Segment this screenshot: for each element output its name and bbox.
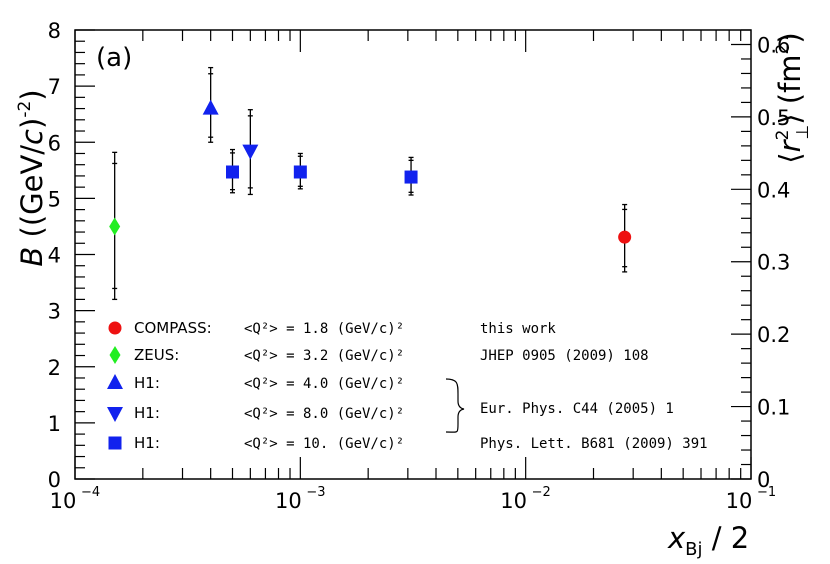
legend-q2: <Q²> = 3.2 (GeV/c)² <box>244 348 404 364</box>
y2-tick-label: 0.5 <box>757 106 790 130</box>
legend-marker-triangle-up <box>107 374 123 389</box>
x-axis-title-sub: Bj <box>685 539 702 560</box>
legend-marker-diamond <box>109 346 121 364</box>
y2-tick-label: 0.4 <box>757 178 790 202</box>
y-tick-label: 8 <box>48 19 61 43</box>
y-axis-title-close: ) <box>15 89 49 100</box>
x-tick-label: 10 <box>500 489 527 513</box>
y2-tick-label: 0.6 <box>757 33 790 57</box>
x-tick-label-exponent: −4 <box>81 485 100 500</box>
data-point-triangle-down <box>242 144 259 160</box>
y2-tick-label: 0.2 <box>757 323 790 347</box>
y-tick-label: 3 <box>48 300 61 324</box>
y2-tick-label: 0 <box>757 468 770 492</box>
y2-axis-title-end: ) <box>773 32 807 43</box>
legend-q2: <Q²> = 4.0 (GeV/c)² <box>244 376 404 392</box>
x-axis-title: xBj / 2 <box>667 521 749 560</box>
y-axis-title-rest: ((GeV/ <box>15 145 49 247</box>
legend-series-name: H1: <box>134 434 160 452</box>
x-tick-label: 10 <box>50 489 77 513</box>
y-axis-title: B ((GeV/c)-2) <box>15 89 49 266</box>
y2-tick-label: 0.1 <box>757 396 790 420</box>
y2-axis-title-sub: ⊥ <box>793 125 813 140</box>
legend-series-name: COMPASS: <box>134 319 212 337</box>
legend-marker-square <box>108 436 122 450</box>
data-points <box>109 66 632 301</box>
data-point-diamond <box>109 217 121 236</box>
y-tick-label: 6 <box>48 131 61 155</box>
y-tick-label: 5 <box>48 187 61 211</box>
legend-q2: <Q²> = 8.0 (GeV/c)² <box>244 406 404 422</box>
legend-reference: Eur. Phys. C44 (2005) 1 <box>480 401 674 417</box>
legend: COMPASS: <Q²> = 1.8 (GeV/c)² this work ZEUS… <box>107 319 708 452</box>
legend-marker-triangle-down <box>107 407 123 422</box>
y-axis-title-sup: -2 <box>15 101 35 118</box>
y2-axis-title-open: ⟨ <box>773 152 807 163</box>
data-point-square <box>293 165 307 179</box>
legend-series-name: ZEUS: <box>134 346 179 364</box>
y-tick-label: 2 <box>48 356 61 380</box>
x-tick-label-exponent: −1 <box>757 485 776 500</box>
y-tick-label: 0 <box>48 468 61 492</box>
y2-tick-label: 0.3 <box>757 251 790 275</box>
y-tick-label: 4 <box>48 244 61 268</box>
legend-reference: this work <box>480 321 556 337</box>
y-axis-title-rest2: ) <box>15 118 49 129</box>
legend-q2: <Q²> = 1.8 (GeV/c)² <box>244 321 404 337</box>
y2-axis-title-var: r <box>773 138 807 152</box>
data-point-triangle-up <box>202 99 219 115</box>
data-point-square <box>404 170 418 184</box>
x-tick-label: 10 <box>726 489 753 513</box>
legend-series-name: H1: <box>134 374 160 392</box>
axis-ticks <box>74 29 752 480</box>
panel-label: (a) <box>96 43 132 73</box>
y2-axis-title-sup: 2 <box>773 130 793 141</box>
legend-reference: Phys. Lett. B681 (2009) 391 <box>480 436 708 452</box>
y2-axis-title-sup2: 2 <box>773 44 793 55</box>
x-tick-label: 10 <box>275 489 302 513</box>
data-point-square <box>226 165 240 179</box>
y2-axis-title: ⟨r2⊥⟩ (fm2) <box>773 32 813 163</box>
legend-series-name: H1: <box>134 404 160 422</box>
x-axis-title-var: x <box>667 521 686 555</box>
x-tick-label-exponent: −3 <box>306 485 325 500</box>
data-point-circle <box>618 230 632 244</box>
y-axis-title-var: B <box>15 247 49 267</box>
legend-q2: <Q²> = 10. (GeV/c)² <box>244 436 404 452</box>
x-axis-title-rest: / 2 <box>703 521 750 555</box>
legend-marker-circle <box>108 321 122 335</box>
x-tick-label-exponent: −2 <box>532 485 551 500</box>
y-tick-label: 7 <box>48 75 61 99</box>
legend-reference: JHEP 0905 (2009) 108 <box>480 348 649 364</box>
y-tick-label: 1 <box>48 412 61 436</box>
y2-axis-title-close: ⟩ (fm <box>773 54 807 124</box>
y-axis-title-c: c <box>15 129 49 145</box>
legend-brace <box>445 378 465 433</box>
tick-labels: 10 −4 10 −3 10 −2 10 −101234567800.10.20.30.40.… <box>48 19 791 513</box>
